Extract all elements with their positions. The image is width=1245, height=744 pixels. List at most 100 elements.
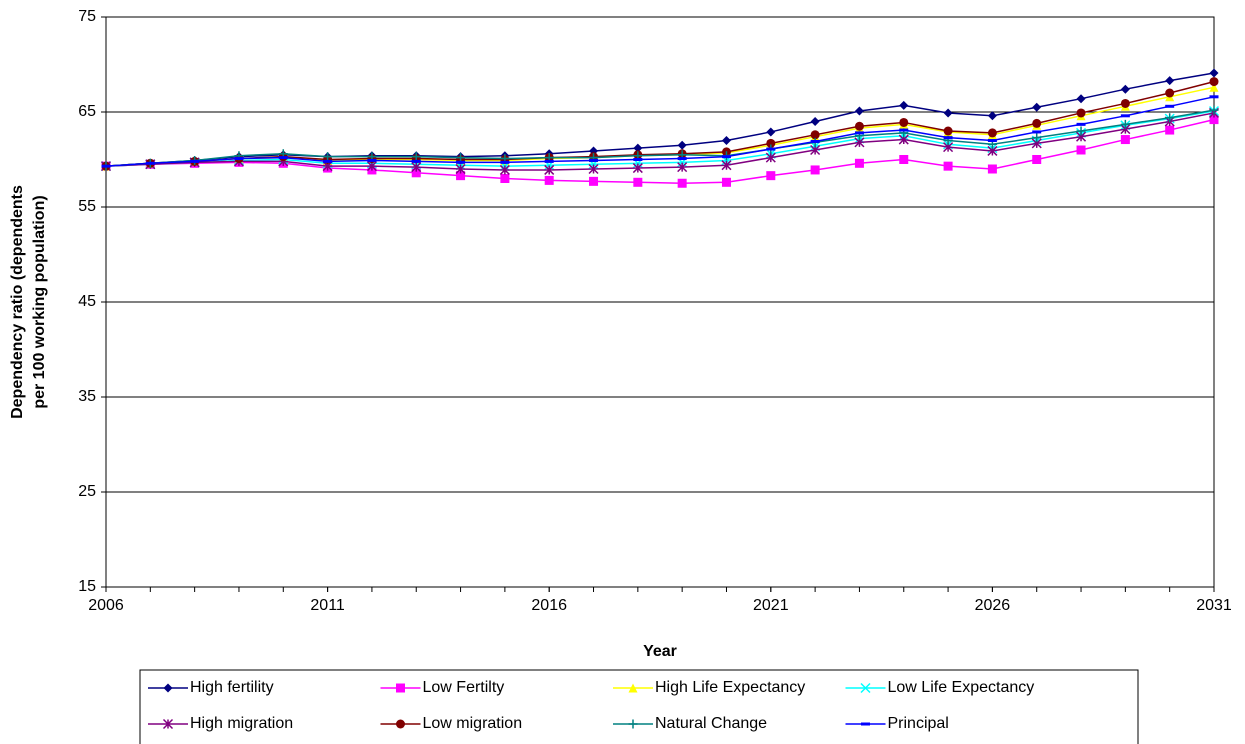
marker	[411, 168, 421, 178]
marker	[456, 153, 466, 163]
marker	[1032, 133, 1042, 143]
x-tick-label: 2016	[531, 597, 567, 614]
marker	[411, 152, 421, 162]
marker	[860, 682, 871, 694]
marker	[899, 155, 909, 164]
marker	[943, 126, 953, 136]
marker	[499, 164, 510, 175]
marker	[1209, 82, 1219, 92]
marker	[943, 108, 953, 118]
y-axis-label-line: Dependency ratio (dependents	[9, 185, 26, 419]
marker	[500, 174, 510, 183]
marker	[1076, 94, 1086, 104]
marker	[987, 164, 997, 174]
marker	[1120, 84, 1130, 94]
y-tick-label: 55	[78, 198, 96, 215]
marker	[544, 164, 555, 175]
y-tick-label: 45	[78, 293, 96, 310]
marker	[1209, 105, 1219, 115]
legend-label: High migration	[190, 715, 293, 732]
marker	[1209, 115, 1219, 125]
marker	[1120, 135, 1130, 145]
x-tick-label: 2011	[310, 597, 345, 614]
marker	[1032, 155, 1042, 164]
marker	[987, 128, 997, 138]
marker	[396, 683, 405, 693]
legend-label: High fertility	[190, 679, 274, 696]
legend-label: Low Fertilty	[423, 679, 505, 696]
x-tick-label: 2006	[88, 597, 124, 614]
marker	[366, 161, 377, 172]
marker	[633, 177, 643, 187]
series-line	[105, 118, 1215, 185]
y-tick-label: 15	[78, 578, 96, 595]
marker	[544, 175, 554, 185]
marker	[1209, 77, 1219, 87]
marker	[1120, 119, 1130, 129]
marker	[677, 178, 687, 188]
x-tick-label: 2026	[975, 597, 1011, 614]
x-tick-label: 2031	[1196, 597, 1232, 614]
marker	[766, 171, 776, 181]
marker	[633, 143, 643, 153]
series-line	[105, 72, 1215, 167]
plot-area	[105, 16, 1215, 588]
marker	[1165, 88, 1175, 98]
marker	[987, 111, 997, 121]
legend-label: High Life Expectancy	[655, 679, 805, 696]
marker	[588, 163, 599, 175]
series-line	[105, 80, 1215, 167]
marker	[854, 121, 864, 131]
legend-label: Principal	[888, 715, 949, 732]
series	[101, 115, 1219, 188]
marker	[766, 127, 776, 137]
marker	[1209, 68, 1219, 78]
marker	[721, 136, 731, 145]
marker	[810, 117, 820, 126]
marker	[1165, 125, 1175, 135]
marker	[632, 163, 643, 174]
series	[101, 95, 1219, 168]
y-axis-label: Dependency ratio (dependents per 100 wor…	[9, 185, 48, 419]
x-axis-label: Year	[643, 643, 677, 660]
marker	[411, 162, 422, 173]
y-tick-label: 65	[78, 103, 96, 120]
legend-box	[139, 669, 1139, 744]
marker	[1076, 145, 1086, 155]
marker	[456, 171, 466, 181]
x-tick-label: 2021	[753, 597, 789, 614]
legend-label: Natural Change	[655, 715, 767, 732]
y-tick-label: 35	[78, 388, 96, 405]
legend-label: Low migration	[423, 715, 523, 732]
series	[100, 107, 1220, 175]
marker	[455, 163, 466, 175]
marker	[766, 138, 776, 148]
marker	[323, 152, 333, 162]
marker	[1032, 102, 1042, 112]
marker	[899, 100, 909, 110]
marker	[1032, 118, 1042, 128]
marker	[1076, 108, 1086, 118]
marker	[628, 719, 638, 729]
marker	[1165, 76, 1175, 86]
y-axis-label-line: per 100 working population)	[31, 195, 48, 408]
marker	[1165, 113, 1175, 123]
marker	[1076, 126, 1086, 136]
marker	[589, 176, 599, 186]
series-line	[105, 110, 1215, 167]
marker	[854, 106, 864, 116]
marker	[810, 165, 820, 175]
series-line	[105, 96, 1215, 167]
marker	[765, 152, 776, 163]
marker	[899, 117, 909, 127]
marker	[162, 718, 174, 730]
marker	[396, 719, 405, 729]
marker	[810, 144, 821, 156]
series-line	[105, 112, 1215, 171]
marker	[1120, 98, 1130, 108]
marker	[677, 140, 687, 150]
marker	[677, 162, 688, 173]
y-tick-label: 75	[78, 8, 96, 25]
series-line	[105, 109, 1215, 167]
